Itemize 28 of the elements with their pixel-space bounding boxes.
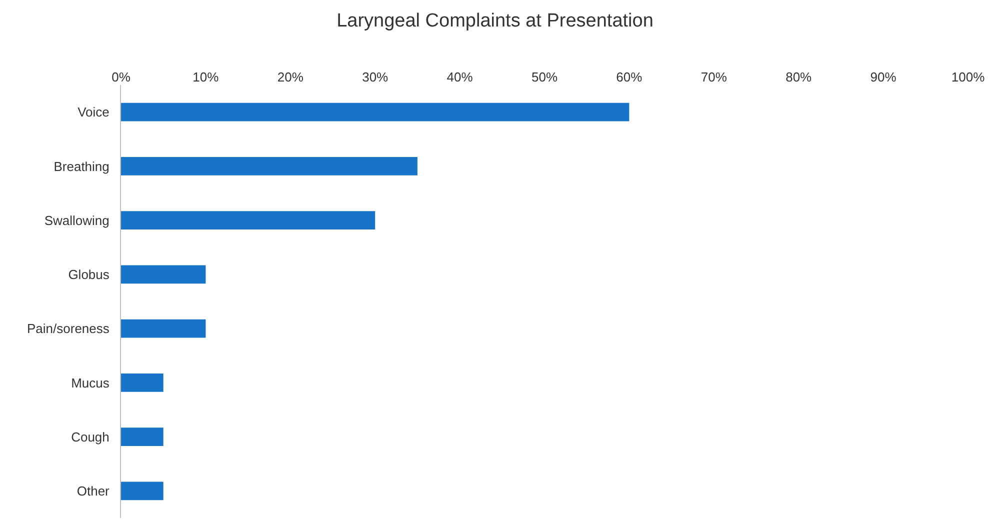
bar <box>121 319 206 338</box>
y-tick-label: Other <box>76 483 110 498</box>
y-tick-label: Globus <box>68 266 110 282</box>
y-tick-label: Swallowing <box>44 212 110 228</box>
bar <box>121 373 164 392</box>
x-tick-label: 70% <box>700 69 728 84</box>
x-tick-label: 0% <box>112 69 131 84</box>
y-tick-label: Pain/soreness <box>27 321 110 336</box>
y-tick-label: Breathing <box>54 158 110 174</box>
x-tick-label: 30% <box>362 69 389 84</box>
x-tick-label: 10% <box>192 69 220 84</box>
x-tick-label: 40% <box>446 69 474 84</box>
bar <box>121 156 418 176</box>
bar <box>121 211 376 230</box>
x-tick-label: 20% <box>277 69 304 84</box>
x-tick-label: 90% <box>870 69 897 84</box>
x-tick-label: 50% <box>531 69 558 84</box>
y-tick-label: Mucus <box>71 375 110 390</box>
bar <box>121 482 164 500</box>
chart-title: Laryngeal Complaints at Presentation <box>336 10 654 32</box>
bar <box>121 265 206 284</box>
y-tick-label: Voice <box>78 104 110 120</box>
x-tick-label: 80% <box>786 69 812 84</box>
bar <box>121 428 164 446</box>
bar <box>121 102 630 122</box>
x-tick-label: 60% <box>616 69 643 84</box>
x-tick-label: 100% <box>951 69 986 84</box>
y-tick-label: Cough <box>71 429 110 444</box>
